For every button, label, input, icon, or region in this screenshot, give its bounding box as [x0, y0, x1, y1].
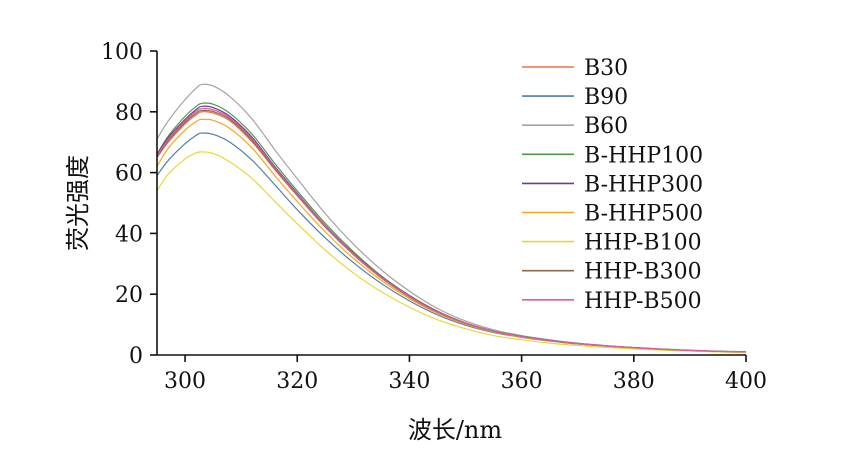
legend-item: B90: [522, 85, 628, 110]
series-line-hhp-b100: [156, 151, 747, 354]
legend-item: B30: [522, 56, 628, 81]
legend-item: B-HHP100: [522, 143, 703, 168]
legend-label: B-HHP300: [584, 172, 703, 197]
legend-item: HHP-B100: [522, 231, 702, 256]
y-tick-label: 60: [115, 162, 143, 187]
legend-label: B90: [584, 85, 628, 110]
x-tick-label: 360: [501, 369, 543, 394]
x-tick-label: 380: [613, 369, 655, 394]
legend-label: HHP-B300: [584, 260, 702, 285]
legend-item: B-HHP300: [522, 172, 703, 197]
series-line-hhp-b500: [156, 107, 747, 353]
axes-layer: 300 320 340 360 380 400 0 20 40 60 80 100: [101, 40, 767, 394]
legend-label: B-HHP100: [584, 143, 703, 168]
legend: B30 B90 B60 B-HHP100 B-HHP300 B-HHP500 HHP-B10…: [522, 56, 703, 314]
y-tick-label: 20: [115, 283, 143, 308]
legend-item: B-HHP500: [522, 202, 703, 227]
x-tick-label: 300: [164, 369, 206, 394]
legend-item: B60: [522, 114, 628, 139]
legend-label: B-HHP500: [584, 202, 703, 227]
legend-label: HHP-B100: [584, 231, 702, 256]
y-tick-label: 40: [115, 222, 143, 247]
y-axis-title: 荧光强度: [64, 155, 92, 251]
legend-label: B30: [584, 56, 628, 81]
x-tick-label: 400: [725, 369, 767, 394]
y-tick-label: 80: [115, 101, 143, 126]
x-tick-label: 340: [388, 369, 430, 394]
y-tick-label: 100: [101, 40, 143, 65]
legend-label: B60: [584, 114, 628, 139]
x-axis-title: 波长/nm: [408, 416, 503, 444]
y-tick-label: 0: [129, 344, 143, 369]
x-tick-label: 320: [276, 369, 318, 394]
series-layer: [156, 83, 747, 354]
legend-item: HHP-B300: [522, 260, 702, 285]
legend-label: HHP-B500: [584, 289, 702, 314]
legend-item: HHP-B500: [522, 289, 702, 314]
